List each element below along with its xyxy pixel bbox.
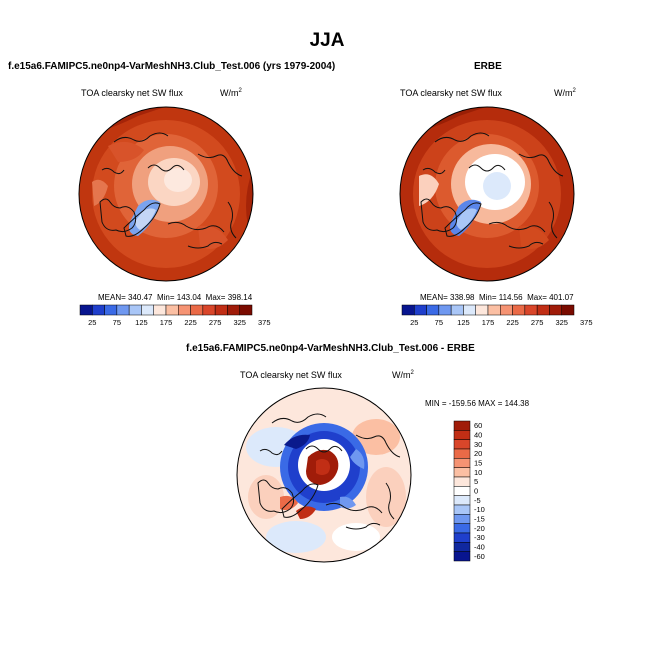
panel-model-variable: TOA clearsky net SW flux [81,88,183,98]
panel-obs-cb-box [524,304,538,316]
panel-obs-cb-box [438,304,452,316]
panel-diff-cb-tick-label: -5 [474,496,481,505]
panel-obs-cb-tick-label: 25 [410,318,418,327]
panel-obs-units: W/m2 [554,88,576,98]
panel-diff-cb-box [453,495,471,506]
panel-diff-cb-box [453,420,471,431]
panel-diff-cb-tick-label: -30 [474,533,485,542]
panel-model-cb-box [104,304,118,316]
panel-obs-cb-tick-label: 225 [506,318,519,327]
panel-obs-variable: TOA clearsky net SW flux [400,88,502,98]
panel-diff-cb-tick-label: 5 [474,477,478,486]
panel-model-cb-tick-label: 275 [209,318,222,327]
panel-diff-cb-box [453,551,471,562]
panel-diff-cb-tick-label: -40 [474,543,485,552]
panel-diff-cb-box [453,476,471,487]
panel-obs-map [399,106,575,282]
panel-model-cb-box [202,304,216,316]
panel-diff-header: f.e15a6.FAMIPC5.ne0np4-VarMeshNH3.Club_T… [186,343,475,354]
panel-obs-cb-box [426,304,440,316]
panel-diff-variable: TOA clearsky net SW flux [240,370,342,380]
panel-model-cb-box [214,304,228,316]
panel-obs-cb-tick-label: 175 [482,318,495,327]
panel-obs-cb-box [487,304,501,316]
panel-model-cb-box [165,304,179,316]
panel-diff-cb-tick-label: 10 [474,468,482,477]
panel-model-cb-box [227,304,240,316]
panel-model-cb-tick-label: 225 [184,318,197,327]
panel-model-cb-box [239,304,253,316]
panel-model-cb-box [141,304,154,316]
panel-model-cb-tick-label: 125 [135,318,148,327]
panel-obs-cb-box [549,304,562,316]
panel-diff-cb-tick-label: 40 [474,431,482,440]
panel-diff-cb-tick-label: -20 [474,524,485,533]
panel-diff-cb-box [453,532,471,543]
panel-obs-colorbar: 25 75 125 175 225 275 325 375 [401,304,593,327]
panel-diff-minmax: MIN = -159.56 MAX = 144.38 [425,399,530,408]
panel-diff-cb-tick-label: 60 [474,421,482,430]
panel-diff-cb-box [453,448,471,459]
panel-model-cb-tick-label: 325 [233,318,246,327]
panel-model-colorbar: 25 75 125 175 225 275 325 375 [79,304,271,327]
panel-diff-cb-tick-label: -15 [474,515,485,524]
panel-model-header: f.e15a6.FAMIPC5.ne0np4-VarMeshNH3.Club_T… [8,61,336,72]
panel-diff-units: W/m2 [392,370,414,380]
panel-obs-cb-box [512,304,526,316]
panel-model-cb-tick-label: 75 [113,318,121,327]
panel-obs-cb-box [536,304,550,316]
panel-model-cb-tick-label: 175 [160,318,173,327]
panel-diff-cb-box [453,458,471,468]
panel-obs-stats: MEAN= 338.98 Min= 114.56 Max= 401.07 [420,293,574,302]
panel-model-cb-box [190,304,204,316]
panel-model-cb-box [178,304,191,316]
panel-obs-cb-box [463,304,476,316]
panel-model-map [78,106,254,282]
panel-diff-cb-box [453,430,471,440]
panel-model-cb-box [153,304,167,316]
panel-diff-cb-box [453,523,471,534]
panel-diff-map [236,387,412,563]
panel-obs-cb-box [561,304,575,316]
panel-obs-cb-tick-label: 275 [531,318,544,327]
panel-obs-cb-box [450,304,464,316]
panel-diff-cb-box [453,514,471,524]
panel-model-units: W/m2 [220,88,242,98]
panel-model-cb-tick-label: 375 [258,318,271,327]
panel-model-cb-box [92,304,105,316]
panel-model-stats: MEAN= 340.47 Min= 143.04 Max= 398.14 [98,293,253,302]
panel-diff-cb-tick-label: -10 [474,505,485,514]
panel-obs-header: ERBE [474,61,502,72]
panel-model-cb-box [79,304,93,316]
panel-obs-cb-box [401,304,415,316]
panel-obs-cb-box [475,304,489,316]
panel-obs-cb-box [414,304,427,316]
panel-obs-cb-box [500,304,513,316]
panel-diff-cb-tick-label: -60 [474,552,485,561]
panel-obs-cb-tick-label: 375 [580,318,593,327]
panel-diff-cb-box [453,439,471,450]
panel-obs-cb-tick-label: 75 [435,318,443,327]
panel-obs-cb-tick-label: 125 [457,318,470,327]
figure-title: JJA [309,30,345,51]
panel-obs-cb-tick-label: 325 [555,318,568,327]
panel-diff-cb-box [453,467,471,478]
panel-diff-cb-tick-label: 15 [474,459,482,468]
panel-model-cb-tick-label: 25 [88,318,96,327]
panel-diff-cb-box [453,504,471,515]
panel-diff-cb-box [453,542,471,552]
panel-diff-cb-tick-label: 20 [474,449,482,458]
panel-diff-cb-box [453,486,471,496]
panel-diff-cb-tick-label: 0 [474,487,478,496]
panel-diff-cb-tick-label: 30 [474,440,482,449]
panel-model-cb-box [116,304,130,316]
panel-model-cb-box [128,304,142,316]
